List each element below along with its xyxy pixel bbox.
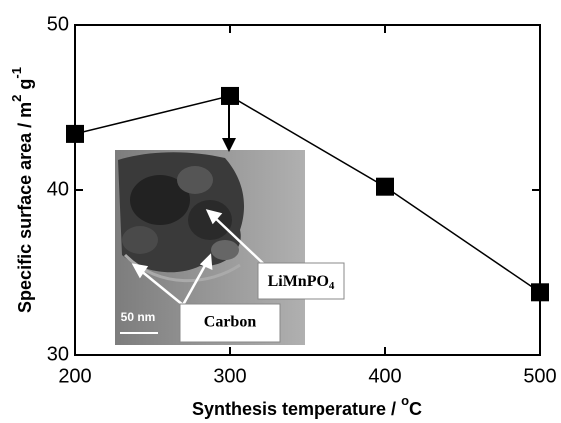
x-tick-label: 400: [368, 365, 401, 387]
label-box: [257, 262, 345, 300]
data-point: [66, 124, 84, 143]
x-axis-label: Synthesis temperature / oC: [192, 393, 422, 418]
inset-image: [115, 150, 305, 345]
y-tick-label: 30: [47, 343, 69, 365]
y-axis-label: Specific surface area / m2 g-1: [9, 67, 34, 313]
carbon-label: Carbon: [204, 314, 257, 331]
pointer-arrow-head: [222, 138, 236, 152]
phase-label: LiMnPO4: [268, 273, 335, 292]
scale-label: 50 nm: [121, 310, 156, 324]
data-point: [376, 177, 394, 196]
label-box: [179, 303, 281, 343]
x-tick-label: 300: [213, 365, 246, 387]
data-line: [74, 95, 541, 293]
data-point: [221, 86, 239, 105]
data-point: [531, 283, 549, 302]
x-tick-label: 200: [58, 365, 91, 387]
y-tick-label: 40: [47, 178, 69, 200]
y-tick-label: 50: [47, 13, 69, 35]
x-tick-label: 500: [523, 365, 556, 387]
annotation-arrows: [131, 209, 269, 306]
